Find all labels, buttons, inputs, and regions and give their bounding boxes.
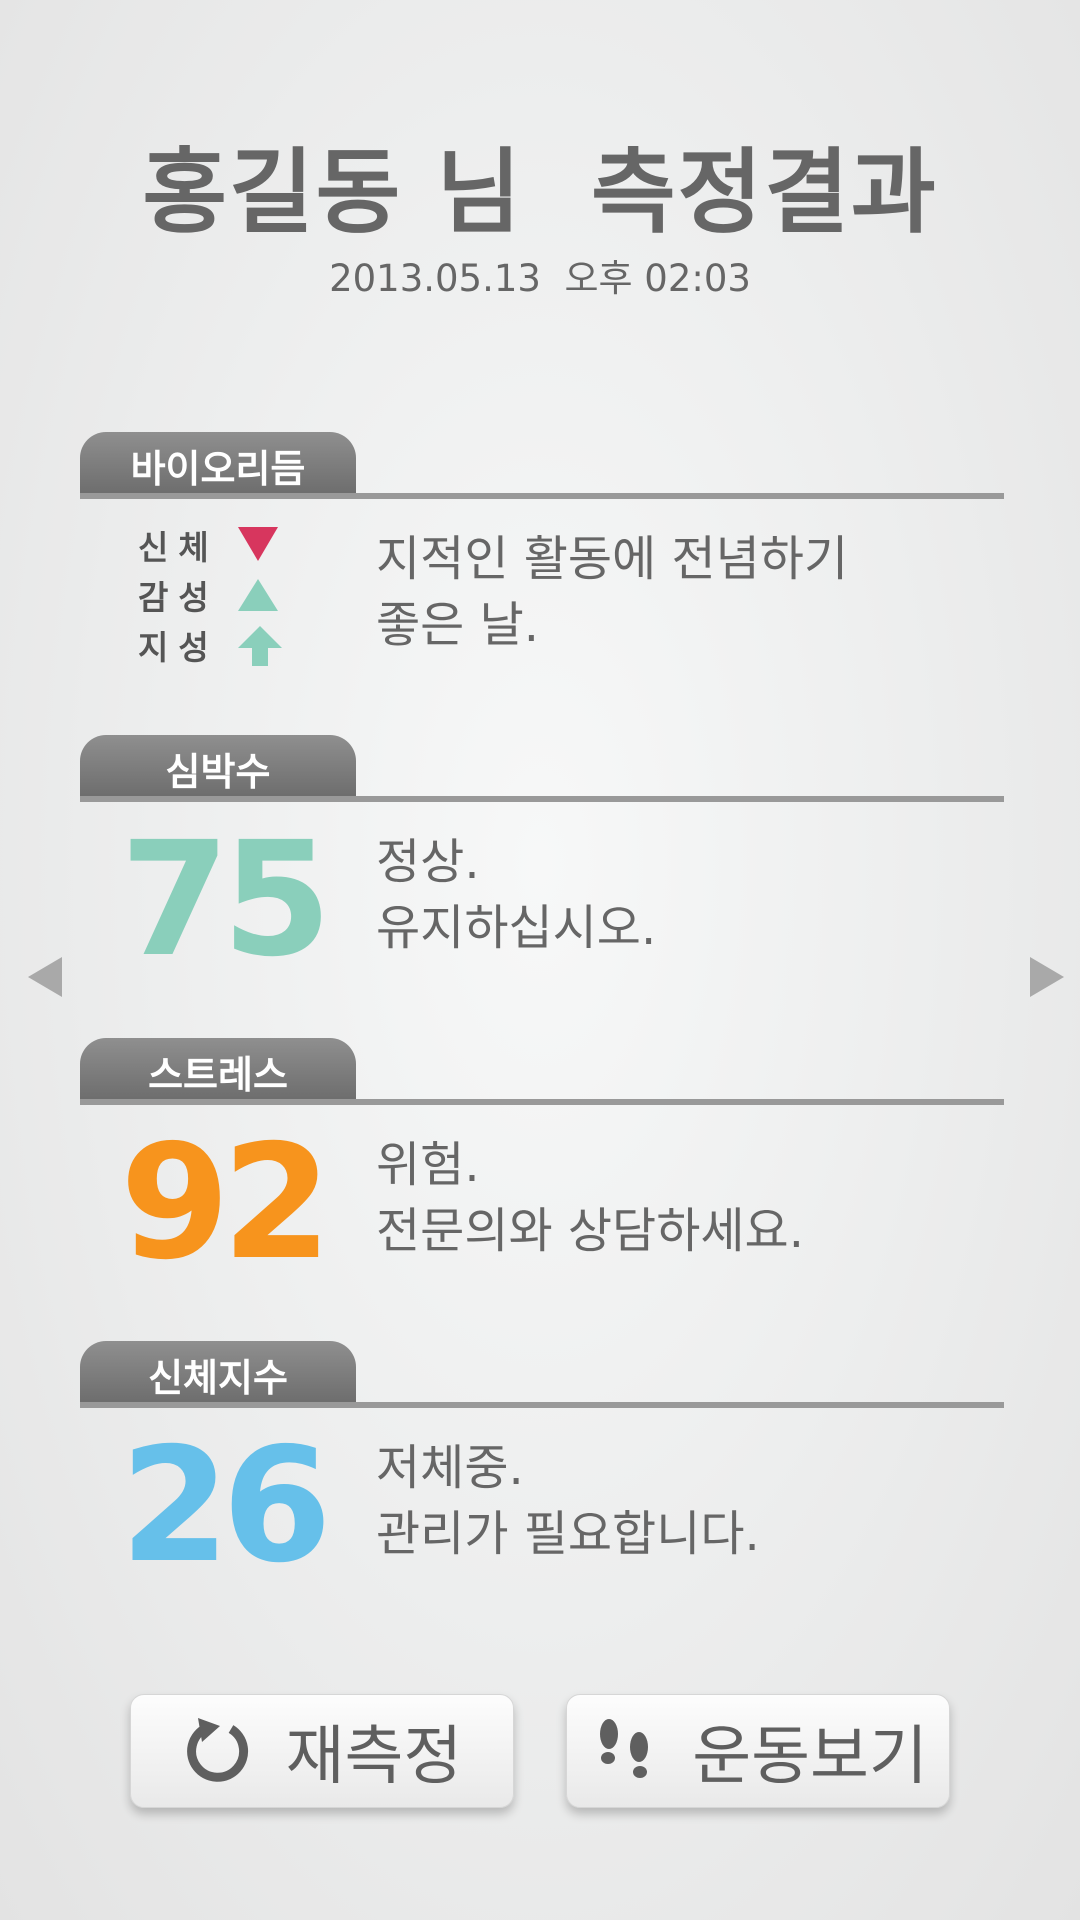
view-exercise-label: 운동보기 [692,1720,928,1794]
heart-rate-section: 심박수 75 정상. 유지하십시오. [80,735,1004,985]
stress-value: 92 [120,1111,332,1295]
page-title: 홍길동 님 측정결과 [142,139,938,246]
message-line: 관리가 필요합니다. [376,1506,760,1562]
body-index-section: 신체지수 26 저체중. 관리가 필요합니다. [80,1341,1004,1591]
message-line: 위험. [376,1137,480,1193]
message-line: 유지하십시오. [376,900,657,956]
biorhythm-label: 지성 [138,628,219,667]
biorhythm-row-intellectual: 지성 [138,620,298,670]
message-line: 좋은 날. [376,597,539,653]
triangle-right-icon [1030,957,1064,997]
triangle-left-icon [28,957,62,997]
remeasure-label: 재측정 [285,1720,463,1794]
prev-page-button[interactable] [26,955,66,999]
section-divider [80,1402,1004,1408]
stress-message: 위험. 전문의와 상담하세요. [376,1132,804,1264]
biorhythm-section-tab: 바이오리듬 [80,432,356,498]
heart-rate-message: 정상. 유지하십시오. [376,829,656,961]
message-line: 전문의와 상담하세요. [376,1203,804,1259]
message-line: 정상. [376,834,480,890]
biorhythm-section: 바이오리듬 신체 감성 지성 지적인 활동에 전념하기 좋은 날. [80,432,1004,682]
body-index-section-tab: 신체지수 [80,1341,356,1407]
triangle-down-icon [238,520,298,570]
message-line: 지적인 활동에 전념하기 [376,531,849,587]
biorhythm-label: 감성 [138,578,219,617]
section-divider [80,493,1004,499]
remeasure-button[interactable]: 재측정 [130,1694,514,1808]
arrow-up-icon [238,620,298,670]
section-divider [80,1099,1004,1105]
body-index-value: 26 [120,1414,332,1598]
view-exercise-button[interactable]: 운동보기 [566,1694,950,1808]
stress-section: 스트레스 92 위험. 전문의와 상담하세요. [80,1038,1004,1288]
measurement-datetime: 2013.05.13 오후 02:03 [329,257,751,300]
heart-rate-value: 75 [120,808,332,992]
biorhythm-label: 신체 [138,528,219,567]
body-index-message: 저체중. 관리가 필요합니다. [376,1435,760,1567]
triangle-up-icon [238,570,298,620]
heart-rate-section-tab: 심박수 [80,735,356,801]
refresh-icon [182,1714,256,1788]
section-divider [80,796,1004,802]
biorhythm-message: 지적인 활동에 전념하기 좋은 날. [376,526,848,658]
stress-section-tab: 스트레스 [80,1038,356,1104]
footprints-icon [588,1714,662,1788]
next-page-button[interactable] [1026,955,1066,999]
message-line: 저체중. [376,1440,524,1496]
biorhythm-row-emotional: 감성 [138,570,298,620]
biorhythm-row-physical: 신체 [138,520,298,570]
